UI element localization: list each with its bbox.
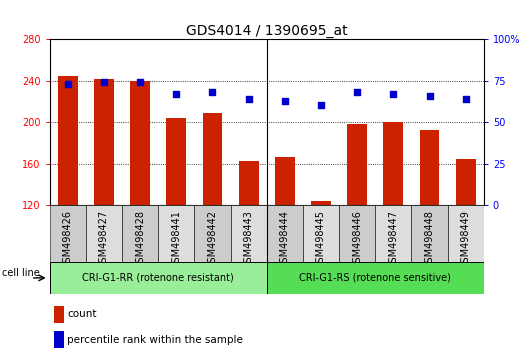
Bar <box>54 331 64 348</box>
Text: GSM498446: GSM498446 <box>352 210 362 269</box>
Bar <box>347 124 367 205</box>
Bar <box>267 205 303 262</box>
Bar <box>122 205 158 262</box>
Point <box>317 103 325 108</box>
Text: percentile rank within the sample: percentile rank within the sample <box>67 335 243 345</box>
Bar <box>50 205 86 262</box>
Bar <box>419 131 439 205</box>
Point <box>389 91 397 97</box>
Bar <box>238 161 258 205</box>
Text: GSM498441: GSM498441 <box>172 210 181 269</box>
Bar <box>231 205 267 262</box>
Bar <box>58 76 78 205</box>
Text: GSM498444: GSM498444 <box>280 210 290 269</box>
Text: GSM498426: GSM498426 <box>63 210 73 269</box>
Bar <box>130 81 150 205</box>
Text: GSM498427: GSM498427 <box>99 210 109 269</box>
Text: count: count <box>67 309 97 319</box>
Bar <box>375 205 412 262</box>
Text: GSM498447: GSM498447 <box>389 210 399 269</box>
Bar <box>448 205 484 262</box>
Bar <box>383 122 403 205</box>
Bar <box>195 205 231 262</box>
Text: cell line: cell line <box>3 268 40 278</box>
Bar <box>303 205 339 262</box>
Text: CRI-G1-RR (rotenone resistant): CRI-G1-RR (rotenone resistant) <box>82 273 234 283</box>
Bar <box>94 80 114 205</box>
Text: GSM498448: GSM498448 <box>425 210 435 269</box>
Text: GSM498445: GSM498445 <box>316 210 326 269</box>
Point <box>461 96 470 102</box>
Text: GSM498449: GSM498449 <box>461 210 471 269</box>
Point <box>100 79 108 85</box>
Bar <box>456 159 475 205</box>
Text: GSM498428: GSM498428 <box>135 210 145 269</box>
Bar <box>275 158 295 205</box>
Text: GSM498442: GSM498442 <box>208 210 218 269</box>
Point <box>244 96 253 102</box>
Point <box>281 98 289 103</box>
Bar <box>311 201 331 205</box>
Bar <box>202 113 222 205</box>
Bar <box>50 262 267 294</box>
Point <box>425 93 434 98</box>
Bar <box>86 205 122 262</box>
Bar <box>166 118 186 205</box>
Text: GSM498443: GSM498443 <box>244 210 254 269</box>
Text: CRI-G1-RS (rotenone sensitive): CRI-G1-RS (rotenone sensitive) <box>299 273 451 283</box>
Bar <box>339 205 375 262</box>
Bar <box>54 306 64 323</box>
Point <box>64 81 72 87</box>
Title: GDS4014 / 1390695_at: GDS4014 / 1390695_at <box>186 24 348 38</box>
Bar <box>412 205 448 262</box>
Point <box>208 89 217 95</box>
Point <box>136 79 144 85</box>
Bar <box>158 205 195 262</box>
Bar <box>267 262 484 294</box>
Point <box>172 91 180 97</box>
Point <box>353 89 361 95</box>
